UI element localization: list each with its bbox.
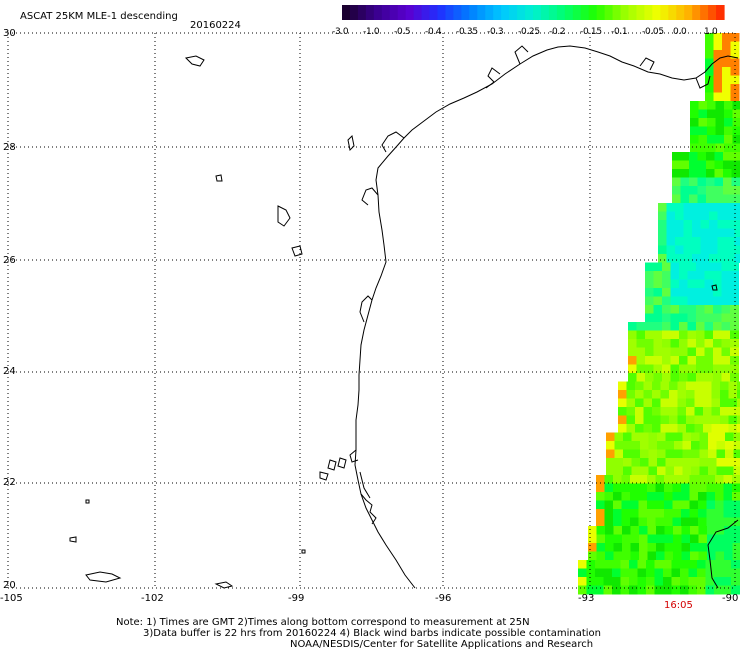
data-swath xyxy=(578,33,740,595)
colorbar-label: -0.15 xyxy=(580,27,602,37)
y-tick-26: 26 xyxy=(3,255,16,266)
colorbar-label: -0.5 xyxy=(394,27,411,37)
credit-line: NOAA/NESDIS/Center for Satellite Applica… xyxy=(290,639,594,650)
colorbar-label: -0.4 xyxy=(425,27,442,37)
map-title: ASCAT 25KM MLE-1 descending xyxy=(20,11,178,22)
pass-time: 16:05 xyxy=(664,600,693,611)
colorbar-label: 1.0 xyxy=(704,27,718,37)
x-tick-102: -102 xyxy=(141,593,164,604)
y-tick-20: 20 xyxy=(3,580,16,591)
map-date: 20160224 xyxy=(190,20,241,31)
colorbar-label: -0.05 xyxy=(642,27,664,37)
x-tick-99: -99 xyxy=(288,593,305,604)
colorbar-label: -0.35 xyxy=(456,27,478,37)
colorbar-label: -1.0 xyxy=(363,27,380,37)
colorbar-label: -0.1 xyxy=(611,27,628,37)
lat-lon-grid xyxy=(7,32,736,589)
note-line-2: 3)Data buffer is 22 hrs from 20160224 4)… xyxy=(143,628,601,639)
y-tick-30: 30 xyxy=(3,28,16,39)
colorbar-label: -0.25 xyxy=(518,27,540,37)
y-tick-22: 22 xyxy=(3,477,16,488)
y-tick-28: 28 xyxy=(3,142,16,153)
x-tick-96: -96 xyxy=(435,593,452,604)
x-tick-105: -105 xyxy=(0,593,23,604)
x-tick-93: -93 xyxy=(578,593,595,604)
colorbar xyxy=(342,5,725,20)
colorbar-label: 0.0 xyxy=(673,27,687,37)
y-tick-24: 24 xyxy=(3,366,16,377)
colorbar-label: -0.3 xyxy=(487,27,504,37)
x-tick-90: -90 xyxy=(722,593,739,604)
coastline xyxy=(69,45,739,589)
note-line-1: Note: 1) Times are GMT 2)Times along bot… xyxy=(116,617,530,628)
colorbar-label: -3.0 xyxy=(332,27,349,37)
colorbar-label: -0.2 xyxy=(549,27,566,37)
